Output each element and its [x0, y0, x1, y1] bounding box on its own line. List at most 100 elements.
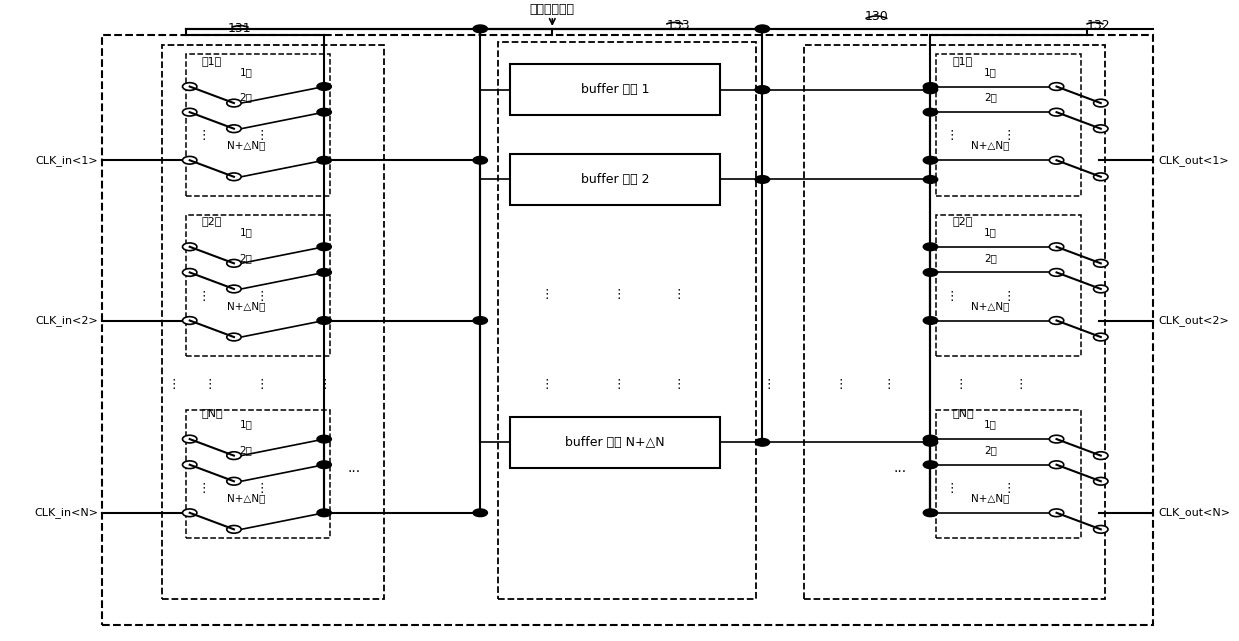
Text: CLK_out<1>: CLK_out<1> — [1158, 154, 1229, 166]
Bar — [804, 45, 1104, 599]
Text: 2行: 2行 — [984, 92, 997, 103]
Bar — [510, 64, 720, 115]
Circle shape — [756, 25, 769, 33]
Circle shape — [227, 125, 242, 133]
Text: 1行: 1行 — [239, 419, 253, 429]
Circle shape — [473, 317, 487, 324]
Text: 1行: 1行 — [984, 67, 997, 77]
Circle shape — [1094, 260, 1108, 267]
Bar — [510, 417, 720, 468]
Text: N+△N行: N+△N行 — [971, 301, 1010, 311]
Text: CLK_in<N>: CLK_in<N> — [35, 507, 98, 519]
Circle shape — [1094, 99, 1108, 107]
Text: 130: 130 — [865, 10, 888, 22]
Circle shape — [317, 317, 331, 324]
Text: 1行: 1行 — [984, 419, 997, 429]
Text: ⋮: ⋮ — [1002, 290, 1015, 303]
Circle shape — [756, 86, 769, 94]
Circle shape — [227, 260, 242, 267]
Circle shape — [1049, 317, 1064, 324]
Text: ⋮: ⋮ — [198, 482, 211, 495]
Text: ⋮: ⋮ — [540, 288, 553, 301]
Circle shape — [317, 509, 331, 517]
Circle shape — [227, 173, 242, 181]
Circle shape — [923, 269, 938, 276]
Circle shape — [1094, 173, 1108, 181]
Text: 132: 132 — [1087, 19, 1110, 32]
Text: 1行: 1行 — [984, 227, 997, 237]
Circle shape — [923, 108, 938, 116]
Circle shape — [182, 156, 197, 164]
Circle shape — [923, 461, 938, 469]
Circle shape — [317, 269, 331, 276]
Text: CLK_in<1>: CLK_in<1> — [36, 154, 98, 166]
Circle shape — [317, 156, 331, 164]
Circle shape — [182, 83, 197, 90]
Text: ...: ... — [348, 461, 361, 475]
Text: N+△N行: N+△N行 — [227, 301, 265, 311]
Text: ⋮: ⋮ — [1002, 482, 1015, 495]
Circle shape — [317, 83, 331, 90]
Text: buffer 电路 1: buffer 电路 1 — [581, 83, 649, 96]
Circle shape — [1094, 125, 1108, 133]
Circle shape — [923, 156, 938, 164]
Text: ⋮: ⋮ — [945, 482, 958, 495]
Circle shape — [1049, 269, 1064, 276]
Circle shape — [923, 176, 938, 183]
Circle shape — [317, 243, 331, 251]
Bar — [937, 410, 1080, 538]
Text: 133: 133 — [667, 19, 690, 32]
Circle shape — [756, 438, 769, 446]
Text: 2行: 2行 — [239, 92, 253, 103]
Circle shape — [473, 25, 487, 33]
Text: 第N列: 第N列 — [202, 408, 223, 419]
Circle shape — [1049, 243, 1064, 251]
Circle shape — [227, 478, 242, 485]
Circle shape — [923, 243, 938, 251]
Bar — [510, 154, 720, 205]
Circle shape — [1049, 461, 1064, 469]
Text: buffer 电路 N+△N: buffer 电路 N+△N — [565, 436, 665, 449]
Text: ⋮: ⋮ — [204, 378, 217, 391]
Circle shape — [182, 317, 197, 324]
Circle shape — [227, 333, 242, 341]
Circle shape — [227, 99, 242, 107]
Text: ⋮: ⋮ — [672, 378, 685, 391]
Circle shape — [227, 285, 242, 293]
Circle shape — [1049, 435, 1064, 443]
Bar — [186, 410, 330, 538]
Text: 1行: 1行 — [239, 227, 253, 237]
Circle shape — [756, 176, 769, 183]
Circle shape — [923, 86, 938, 94]
Text: ⋮: ⋮ — [945, 129, 958, 142]
Text: N+△N行: N+△N行 — [227, 140, 265, 151]
Circle shape — [923, 438, 938, 446]
Circle shape — [1049, 83, 1064, 90]
Circle shape — [1049, 156, 1064, 164]
Circle shape — [1094, 333, 1108, 341]
Text: 第2列: 第2列 — [952, 216, 973, 226]
Text: ⋮: ⋮ — [672, 288, 685, 301]
Circle shape — [182, 269, 197, 276]
Text: 2行: 2行 — [239, 253, 253, 263]
Text: ...: ... — [893, 461, 907, 475]
Text: CLK_in<2>: CLK_in<2> — [36, 315, 98, 326]
Bar — [186, 215, 330, 356]
Circle shape — [317, 435, 331, 443]
Circle shape — [182, 108, 197, 116]
Circle shape — [317, 461, 331, 469]
Circle shape — [227, 452, 242, 460]
Circle shape — [1049, 509, 1064, 517]
Circle shape — [923, 509, 938, 517]
Circle shape — [923, 317, 938, 324]
Circle shape — [1094, 526, 1108, 533]
Text: ⋮: ⋮ — [198, 129, 211, 142]
Text: ⋮: ⋮ — [882, 378, 895, 391]
Text: ⋮: ⋮ — [612, 378, 624, 391]
Text: ⋮: ⋮ — [198, 290, 211, 303]
Text: buffer 电路 2: buffer 电路 2 — [581, 173, 649, 186]
Text: 2行: 2行 — [984, 253, 997, 263]
Circle shape — [923, 83, 938, 90]
Text: 第N列: 第N列 — [952, 408, 974, 419]
Text: ⋮: ⋮ — [255, 129, 268, 142]
